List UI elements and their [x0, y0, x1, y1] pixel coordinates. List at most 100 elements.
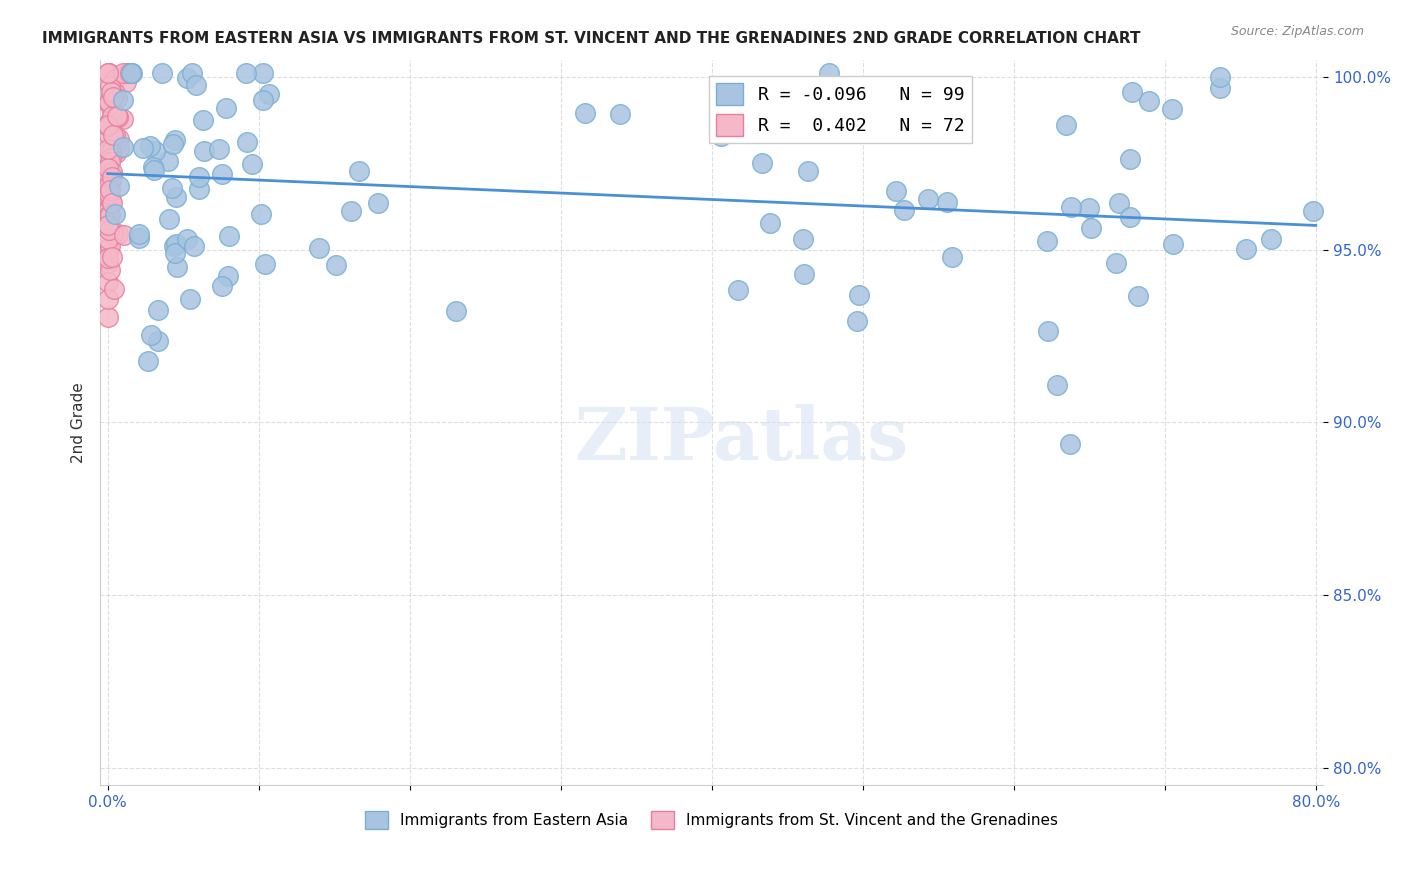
Immigrants from Eastern Asia	[188, 169, 211, 184]
Immigrants from Eastern Asia	[818, 66, 841, 80]
Immigrants from Eastern Asia	[215, 101, 238, 115]
Immigrants from St. Vincent and the Grenadines	[100, 145, 122, 159]
Immigrants from Eastern Asia	[142, 160, 165, 174]
Immigrants from St. Vincent and the Grenadines	[103, 282, 125, 296]
Immigrants from Eastern Asia	[250, 207, 273, 221]
Immigrants from Eastern Asia	[1118, 210, 1140, 224]
Immigrants from Eastern Asia	[191, 113, 214, 128]
Immigrants from St. Vincent and the Grenadines	[103, 89, 125, 103]
Immigrants from Eastern Asia	[252, 66, 274, 80]
Immigrants from Eastern Asia	[1060, 200, 1083, 214]
Immigrants from St. Vincent and the Grenadines	[105, 91, 128, 105]
Immigrants from Eastern Asia	[148, 334, 170, 348]
Immigrants from St. Vincent and the Grenadines	[97, 169, 120, 184]
Immigrants from Eastern Asia	[131, 141, 153, 155]
Immigrants from St. Vincent and the Grenadines	[98, 113, 121, 128]
Immigrants from St. Vincent and the Grenadines	[100, 238, 122, 252]
Immigrants from Eastern Asia	[211, 279, 233, 293]
Immigrants from St. Vincent and the Grenadines	[97, 242, 120, 256]
Immigrants from Eastern Asia	[308, 241, 330, 255]
Immigrants from St. Vincent and the Grenadines	[112, 227, 135, 242]
Immigrants from Eastern Asia	[176, 232, 198, 246]
Immigrants from St. Vincent and the Grenadines	[105, 109, 128, 123]
Immigrants from St. Vincent and the Grenadines	[98, 186, 121, 201]
Immigrants from St. Vincent and the Grenadines	[97, 142, 120, 156]
Immigrants from Eastern Asia	[758, 216, 780, 230]
Immigrants from Eastern Asia	[180, 66, 202, 80]
Immigrants from Eastern Asia	[188, 182, 211, 196]
Immigrants from Eastern Asia	[165, 237, 187, 252]
Immigrants from St. Vincent and the Grenadines	[104, 72, 127, 87]
Immigrants from Eastern Asia	[186, 78, 208, 93]
Immigrants from Eastern Asia	[162, 137, 184, 152]
Immigrants from St. Vincent and the Grenadines	[97, 256, 120, 270]
Immigrants from Eastern Asia	[710, 128, 733, 143]
Immigrants from Eastern Asia	[1209, 70, 1232, 84]
Immigrants from Eastern Asia	[444, 304, 467, 318]
Legend: Immigrants from Eastern Asia, Immigrants from St. Vincent and the Grenadines: Immigrants from Eastern Asia, Immigrants…	[359, 805, 1064, 836]
Immigrants from St. Vincent and the Grenadines	[97, 232, 120, 246]
Immigrants from Eastern Asia	[128, 231, 150, 245]
Immigrants from Eastern Asia	[165, 190, 187, 204]
Immigrants from St. Vincent and the Grenadines	[97, 163, 120, 178]
Immigrants from St. Vincent and the Grenadines	[97, 178, 120, 192]
Immigrants from Eastern Asia	[941, 250, 963, 264]
Immigrants from St. Vincent and the Grenadines	[112, 66, 135, 80]
Text: Source: ZipAtlas.com: Source: ZipAtlas.com	[1230, 25, 1364, 38]
Immigrants from Eastern Asia	[325, 258, 347, 272]
Immigrants from Eastern Asia	[1105, 256, 1128, 270]
Immigrants from St. Vincent and the Grenadines	[101, 109, 124, 123]
Immigrants from Eastern Asia	[217, 269, 239, 284]
Immigrants from Eastern Asia	[211, 168, 233, 182]
Immigrants from Eastern Asia	[143, 145, 166, 159]
Immigrants from St. Vincent and the Grenadines	[98, 79, 121, 94]
Immigrants from St. Vincent and the Grenadines	[97, 118, 120, 132]
Immigrants from Eastern Asia	[120, 66, 142, 80]
Immigrants from Eastern Asia	[111, 93, 134, 107]
Immigrants from Eastern Asia	[176, 71, 198, 86]
Immigrants from St. Vincent and the Grenadines	[98, 144, 121, 158]
Immigrants from Eastern Asia	[349, 163, 371, 178]
Immigrants from St. Vincent and the Grenadines	[98, 223, 121, 237]
Immigrants from Eastern Asia	[846, 314, 869, 328]
Immigrants from St. Vincent and the Grenadines	[101, 250, 124, 264]
Immigrants from St. Vincent and the Grenadines	[97, 118, 120, 132]
Immigrants from St. Vincent and the Grenadines	[104, 87, 127, 101]
Immigrants from Eastern Asia	[1121, 85, 1143, 99]
Immigrants from Eastern Asia	[218, 229, 240, 244]
Immigrants from Eastern Asia	[1161, 237, 1184, 252]
Immigrants from St. Vincent and the Grenadines	[98, 175, 121, 189]
Immigrants from St. Vincent and the Grenadines	[105, 146, 128, 161]
Immigrants from St. Vincent and the Grenadines	[97, 119, 120, 133]
Immigrants from St. Vincent and the Grenadines	[97, 292, 120, 306]
Immigrants from Eastern Asia	[935, 194, 957, 209]
Immigrants from St. Vincent and the Grenadines	[107, 227, 129, 241]
Immigrants from Eastern Asia	[235, 66, 257, 80]
Immigrants from St. Vincent and the Grenadines	[101, 104, 124, 119]
Immigrants from Eastern Asia	[1137, 94, 1160, 108]
Immigrants from Eastern Asia	[1080, 220, 1102, 235]
Immigrants from St. Vincent and the Grenadines	[97, 193, 120, 207]
Immigrants from Eastern Asia	[942, 86, 965, 100]
Immigrants from St. Vincent and the Grenadines	[100, 151, 122, 165]
Immigrants from St. Vincent and the Grenadines	[98, 66, 121, 80]
Y-axis label: 2nd Grade: 2nd Grade	[72, 382, 86, 463]
Immigrants from Eastern Asia	[141, 327, 163, 342]
Immigrants from Eastern Asia	[1035, 234, 1057, 248]
Immigrants from St. Vincent and the Grenadines	[97, 251, 120, 265]
Immigrants from Eastern Asia	[1161, 103, 1184, 117]
Immigrants from Eastern Asia	[163, 246, 186, 260]
Immigrants from Eastern Asia	[574, 106, 596, 120]
Immigrants from Eastern Asia	[1209, 81, 1232, 95]
Immigrants from St. Vincent and the Grenadines	[117, 66, 139, 80]
Immigrants from Eastern Asia	[121, 66, 143, 80]
Immigrants from St. Vincent and the Grenadines	[98, 154, 121, 169]
Immigrants from St. Vincent and the Grenadines	[114, 75, 136, 89]
Immigrants from Eastern Asia	[848, 288, 870, 302]
Immigrants from St. Vincent and the Grenadines	[97, 66, 120, 80]
Immigrants from Eastern Asia	[917, 192, 939, 206]
Immigrants from St. Vincent and the Grenadines	[108, 132, 131, 146]
Immigrants from St. Vincent and the Grenadines	[97, 128, 120, 142]
Immigrants from St. Vincent and the Grenadines	[98, 208, 121, 222]
Immigrants from Eastern Asia	[112, 139, 135, 153]
